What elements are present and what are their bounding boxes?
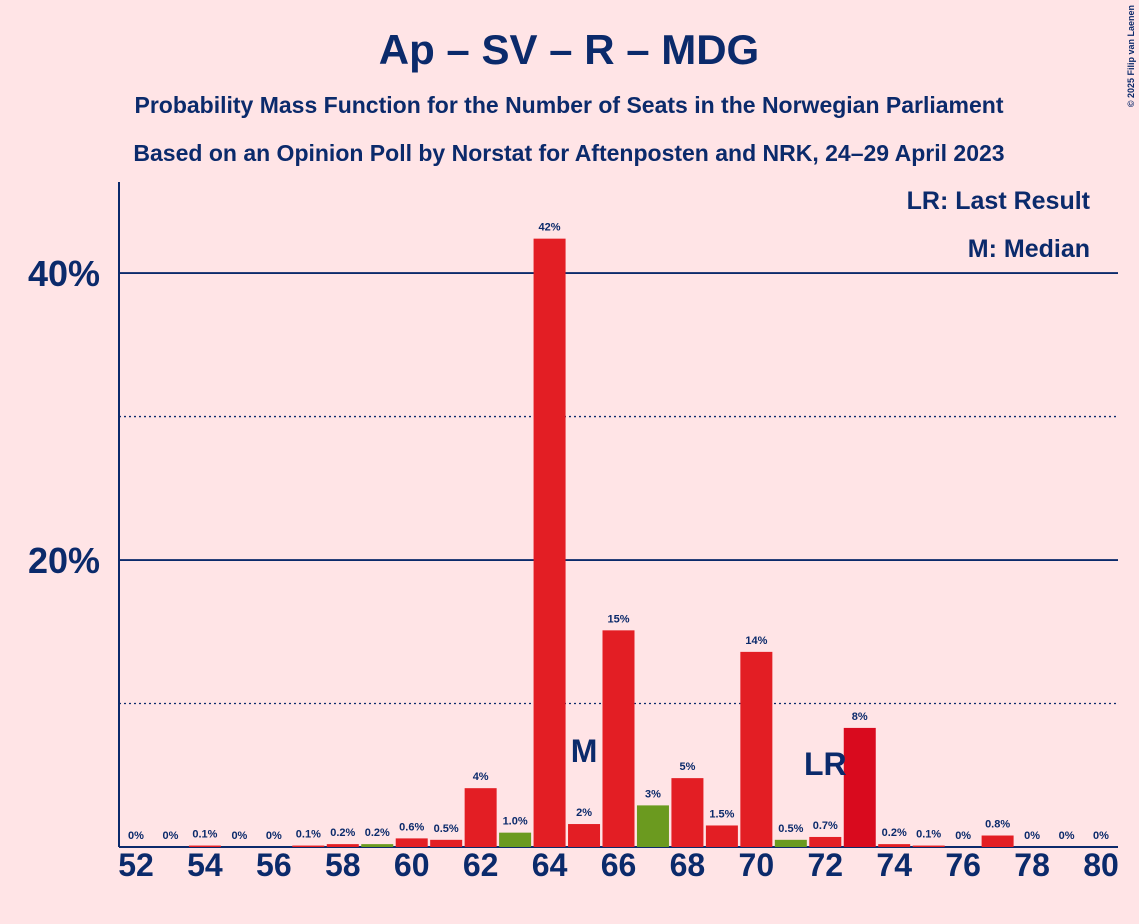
data-label: 0% [1093,830,1109,842]
x-tick-label: 74 [876,847,912,883]
data-label: 0.5% [434,823,459,835]
x-tick-label: 64 [532,847,568,883]
bar [671,778,704,847]
legend-entry: M: Median [968,235,1090,263]
legend-entry: LR: Last Result [907,187,1091,215]
data-label: 0% [955,830,971,842]
bar [292,845,325,847]
data-label: 0.1% [916,829,941,841]
data-label: 0.1% [296,829,321,841]
bar [568,824,601,847]
data-label: 42% [539,222,561,234]
bar [740,651,773,847]
data-label: 0% [266,830,282,842]
annotation: M [571,733,598,769]
bar [705,825,738,847]
x-tick-label: 60 [394,847,430,883]
data-label: 2% [576,807,592,819]
data-label: 0% [163,830,179,842]
y-tick-label: 40% [28,253,100,294]
data-label: 1.5% [709,808,734,820]
bar [188,845,221,847]
copyright: © 2025 Filip van Laenen [1126,5,1136,107]
bar [912,845,945,847]
data-label: 0.7% [813,820,838,832]
x-tick-label: 52 [118,847,154,883]
data-label: 14% [745,635,767,647]
data-label: 0.8% [985,819,1010,831]
data-label: 0% [231,830,247,842]
chart-title: Ap – SV – R – MDG [379,26,759,73]
data-label: 0.6% [399,821,424,833]
bar [499,832,532,847]
x-tick-label: 80 [1083,847,1119,883]
data-label: 0.1% [192,829,217,841]
data-label: 0.2% [882,827,907,839]
bar [361,844,394,847]
bar [878,844,911,847]
x-tick-label: 70 [739,847,775,883]
bar [602,630,635,847]
bar [395,838,428,847]
x-tick-label: 62 [463,847,499,883]
data-label: 0.2% [330,827,355,839]
data-label: 0.5% [778,823,803,835]
data-label: 4% [473,771,489,783]
data-label: 8% [852,711,868,723]
bar [464,788,497,847]
bar [981,835,1014,847]
bar [774,839,807,847]
x-tick-label: 72 [807,847,843,883]
data-label: 0% [1024,830,1040,842]
data-label: 15% [607,613,629,625]
bar [326,844,359,847]
bar [843,727,876,847]
x-tick-label: 76 [945,847,981,883]
data-label: 1.0% [503,816,528,828]
bar [636,805,669,847]
x-tick-label: 66 [601,847,637,883]
data-label: 0% [1059,830,1075,842]
x-tick-label: 56 [256,847,292,883]
data-label: 0.2% [365,827,390,839]
y-tick-label: 20% [28,540,100,581]
x-tick-label: 68 [670,847,706,883]
chart-subtitle: Probability Mass Function for the Number… [134,92,1003,118]
bar [430,839,463,847]
x-tick-label: 78 [1014,847,1050,883]
x-tick-label: 54 [187,847,223,883]
data-label: 5% [679,761,695,773]
data-label: 3% [645,788,661,800]
chart-subtitle: Based on an Opinion Poll by Norstat for … [133,140,1004,166]
annotation: LR [804,746,847,782]
data-label: 0% [128,830,144,842]
bar [533,238,566,848]
x-tick-label: 58 [325,847,361,883]
bar [809,836,842,847]
